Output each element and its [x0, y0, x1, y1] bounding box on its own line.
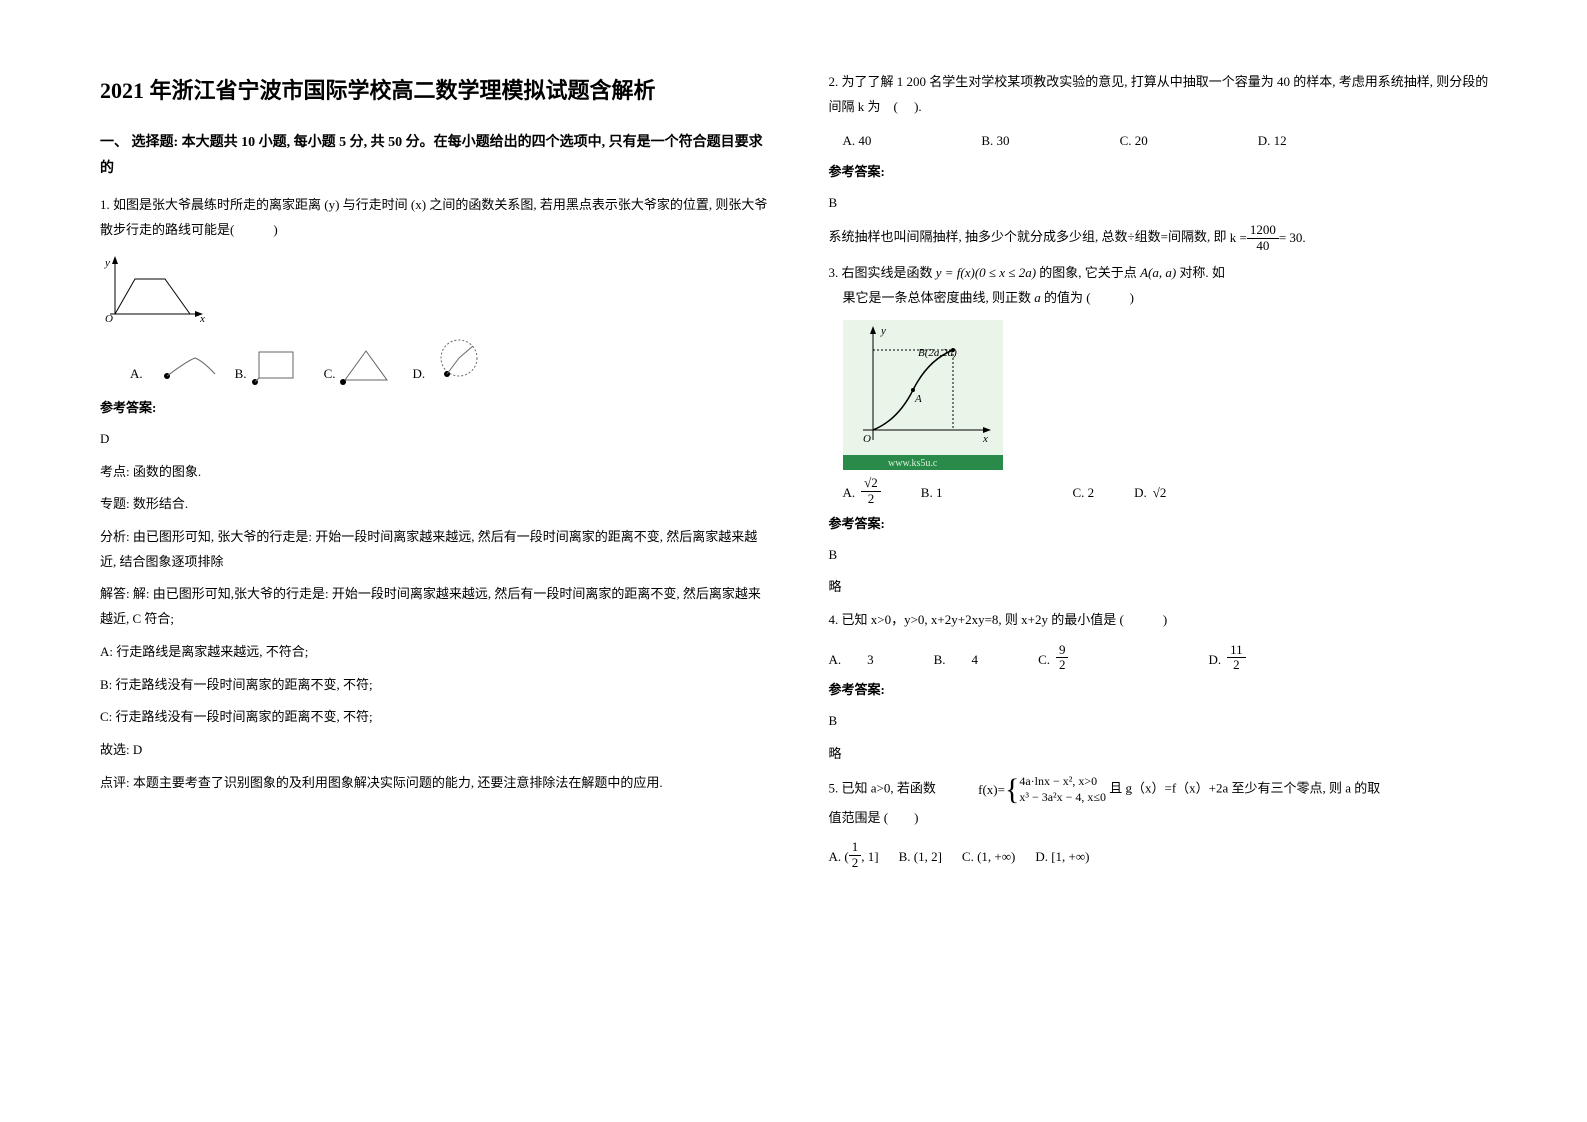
- q2-opt-a: A. 40: [843, 129, 872, 154]
- q1-fenxi: 分析: 由已图形可知, 张大爷的行走是: 开始一段时间离家越来越远, 然后有一段…: [100, 525, 769, 574]
- q1-choice-d-icon: [429, 336, 489, 386]
- q1-answer: D: [100, 427, 769, 452]
- q2-answer: B: [829, 191, 1498, 216]
- q3-opt-c: C. 2: [1072, 481, 1094, 506]
- q2-opt-d: D. 12: [1258, 129, 1287, 154]
- q3-options: A. √22 B. 1 C. 2 D. √2: [843, 476, 1498, 506]
- q4-stem: 4. 已知 x>0，y>0, x+2y+2xy=8, 则 x+2y 的最小值是 …: [829, 608, 1498, 633]
- q4-options: A. 3 B. 4 C. 92 D. 112: [829, 643, 1498, 673]
- q3-graph: y B(2a,2a) A O x www.ks5u.c: [843, 320, 1498, 470]
- svg-text:www.ks5u.c: www.ks5u.c: [888, 458, 938, 469]
- q4-opt-d: D. 112: [1208, 643, 1245, 673]
- q1-choice-c-icon: [339, 346, 394, 386]
- q3-graph-svg: y B(2a,2a) A O x www.ks5u.c: [843, 320, 1003, 470]
- q1-choice-c: C.: [324, 346, 395, 386]
- q3-answer: B: [829, 543, 1498, 568]
- q4-opt-c: C. 92: [1038, 643, 1068, 673]
- exam-page: 2021 年浙江省宁波市国际学校高二数学理模拟试题含解析 一、 选择题: 本大题…: [100, 70, 1497, 876]
- q1-choice-b-icon: [251, 346, 306, 386]
- q1-choice-b: B.: [235, 346, 306, 386]
- q1-answer-label: 参考答案:: [100, 396, 769, 421]
- q2-stem: 2. 为了了解 1 200 名学生对学校某项教改实验的意见, 打算从中抽取一个容…: [829, 70, 1498, 119]
- exam-title: 2021 年浙江省宁波市国际学校高二数学理模拟试题含解析: [100, 70, 769, 112]
- q4-opt-b: B. 4: [934, 648, 978, 673]
- svg-text:B(2a,2a): B(2a,2a): [918, 347, 957, 359]
- q2-opt-b: B. 30: [981, 129, 1009, 154]
- svg-text:x: x: [199, 313, 205, 324]
- q1-kaodian: 考点: 函数的图象.: [100, 460, 769, 485]
- q4-answer: B: [829, 709, 1498, 734]
- q5-opt-b: B. (1, 2]: [899, 845, 942, 870]
- q2-fraction: 1200 40: [1247, 223, 1279, 253]
- q1-choices: A. B. C.: [130, 336, 769, 386]
- q1-stem: 1. 如图是张大爷晨练时所走的离家距离 (y) 与行走时间 (x) 之间的函数关…: [100, 193, 769, 242]
- q1-dianping: 点评: 本题主要考查了识别图象的及利用图象解决实际问题的能力, 还要注意排除法在…: [100, 771, 769, 796]
- q1-choice-a-icon: [147, 346, 217, 386]
- q5-stem: 5. 已知 a>0, 若函数 f(x)= { 4a·lnx − x², x>0 …: [829, 774, 1498, 830]
- right-column: 2. 为了了解 1 200 名学生对学校某项教改实验的意见, 打算从中抽取一个容…: [829, 70, 1498, 876]
- q1-opt-c-exp: C: 行走路线没有一段时间离家的距离不变, 不符;: [100, 705, 769, 730]
- q2-options: A. 40 B. 30 C. 20 D. 12: [843, 129, 1498, 154]
- q4-skip: 略: [829, 742, 1498, 767]
- q5-opt-c: C. (1, +∞): [962, 845, 1015, 870]
- q3-opt-d: D. √2: [1134, 481, 1166, 506]
- q3-skip: 略: [829, 575, 1498, 600]
- q2-answer-label: 参考答案:: [829, 160, 1498, 185]
- svg-text:x: x: [982, 433, 988, 445]
- svg-text:y: y: [880, 325, 886, 337]
- q5-piecewise: f(x)= { 4a·lnx − x², x>0 x³ − 3a²x − 4, …: [978, 774, 1106, 805]
- q5-opt-a: A. ( 12 , 1]: [829, 840, 879, 870]
- q3-answer-label: 参考答案:: [829, 512, 1498, 537]
- q1-jieda: 解答: 解: 由已图形可知,张大爷的行走是: 开始一段时间离家越来越远, 然后有…: [100, 582, 769, 631]
- svg-text:O: O: [863, 433, 871, 445]
- q4-answer-label: 参考答案:: [829, 678, 1498, 703]
- q3-opt-a: A. √22: [843, 476, 881, 506]
- q2-explanation: 系统抽样也叫间隔抽样, 抽多少个就分成多少组, 总数÷组数=间隔数, 即 k =…: [829, 223, 1498, 253]
- q1-choice-d: D.: [412, 336, 489, 386]
- q1-opt-b-exp: B: 行走路线没有一段时间离家的距离不变, 不符;: [100, 673, 769, 698]
- left-column: 2021 年浙江省宁波市国际学校高二数学理模拟试题含解析 一、 选择题: 本大题…: [100, 70, 769, 876]
- q1-guxuan: 故选: D: [100, 738, 769, 763]
- q1-graph: y O x: [100, 254, 769, 324]
- q1-zhuanti: 专题: 数形结合.: [100, 492, 769, 517]
- q3-opt-b: B. 1: [921, 481, 943, 506]
- section-heading: 一、 选择题: 本大题共 10 小题, 每小题 5 分, 共 50 分。在每小题…: [100, 130, 769, 183]
- q5-options: A. ( 12 , 1] B. (1, 2] C. (1, +∞) D. [1,…: [829, 840, 1498, 870]
- q1-graph-svg: y O x: [100, 254, 210, 324]
- q3-stem: 3. 右图实线是函数 y = f(x)(0 ≤ x ≤ 2a) 的图象, 它关于…: [829, 261, 1498, 310]
- svg-text:O: O: [105, 313, 113, 324]
- svg-text:y: y: [104, 257, 110, 269]
- svg-text:A: A: [914, 393, 922, 405]
- q4-opt-a: A. 3: [829, 648, 874, 673]
- q5-opt-d: D. [1, +∞): [1035, 845, 1089, 870]
- q1-opt-a-exp: A: 行走路线是离家越来越远, 不符合;: [100, 640, 769, 665]
- q1-choice-a: A.: [130, 346, 217, 386]
- q2-opt-c: C. 20: [1120, 129, 1148, 154]
